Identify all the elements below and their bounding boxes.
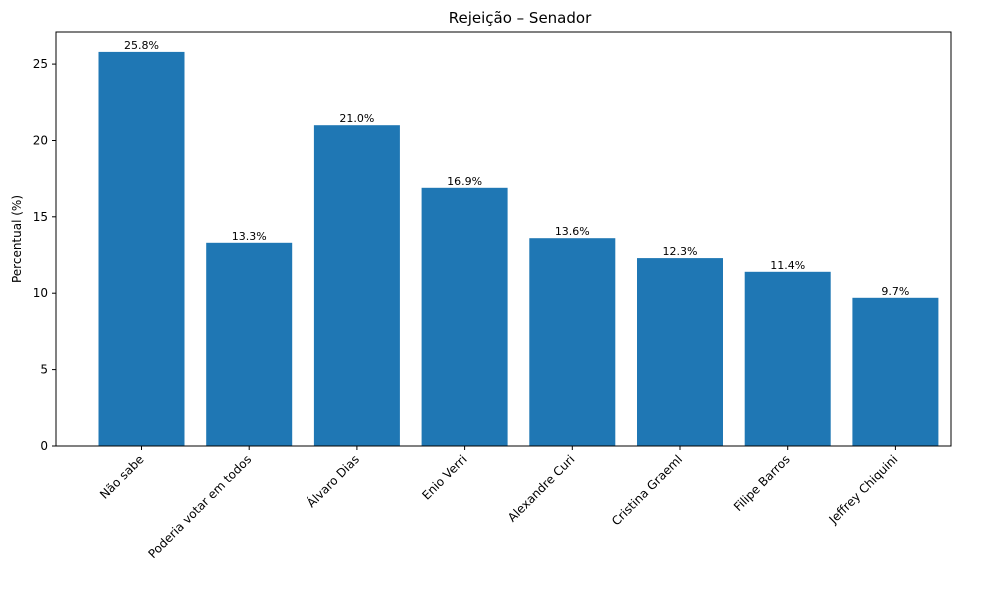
bar-data-label: 21.0%: [339, 112, 374, 125]
x-tick-label: Enio Verri: [419, 452, 469, 502]
bar: [313, 125, 400, 446]
y-tick-label: 25: [33, 57, 48, 71]
y-axis-label: Percentual (%): [10, 195, 24, 283]
x-tick-label: Alexandre Curi: [505, 452, 577, 524]
x-tick-label: Cristina Graeml: [609, 452, 685, 528]
bar: [529, 238, 616, 446]
bar: [744, 271, 831, 446]
y-tick-label: 15: [33, 210, 48, 224]
bar: [421, 187, 508, 447]
y-tick-label: 0: [40, 439, 48, 453]
data-labels-group: 25.8% 13.3% 21.0% 16.9% 13.6% 12.3% 11.4% 9.7%: [124, 39, 909, 298]
bar: [637, 258, 723, 446]
bar-data-label: 25.8%: [124, 39, 159, 52]
y-tick-label: 5: [40, 363, 48, 377]
bar: [206, 242, 293, 446]
x-tick-label: Não sabe: [97, 452, 147, 502]
bars-group: [98, 51, 939, 447]
axes-frame: [55, 31, 952, 447]
y-ticks-group: 0 5 10 15 20 25: [33, 57, 56, 453]
x-tick-label: Poderia votar em todos: [145, 452, 254, 561]
chart-title: Rejeição – Senador: [449, 9, 592, 27]
bar-data-label: 9.7%: [881, 285, 909, 298]
x-tick-label: Álvaro Dias: [303, 452, 362, 511]
y-tick-label: 10: [33, 286, 48, 300]
bar: [98, 51, 185, 447]
bar-data-label: 13.3%: [232, 230, 267, 243]
y-tick-label: 20: [33, 134, 48, 148]
bar: [852, 297, 939, 446]
x-tick-label: Jeffrey Chiquini: [826, 452, 901, 527]
bar-data-label: 13.6%: [555, 225, 590, 238]
bar-data-label: 12.3%: [663, 245, 698, 258]
bar-data-label: 11.4%: [770, 259, 805, 272]
bar-data-label: 16.9%: [447, 175, 482, 188]
x-tick-label: Filipe Barros: [731, 452, 793, 514]
